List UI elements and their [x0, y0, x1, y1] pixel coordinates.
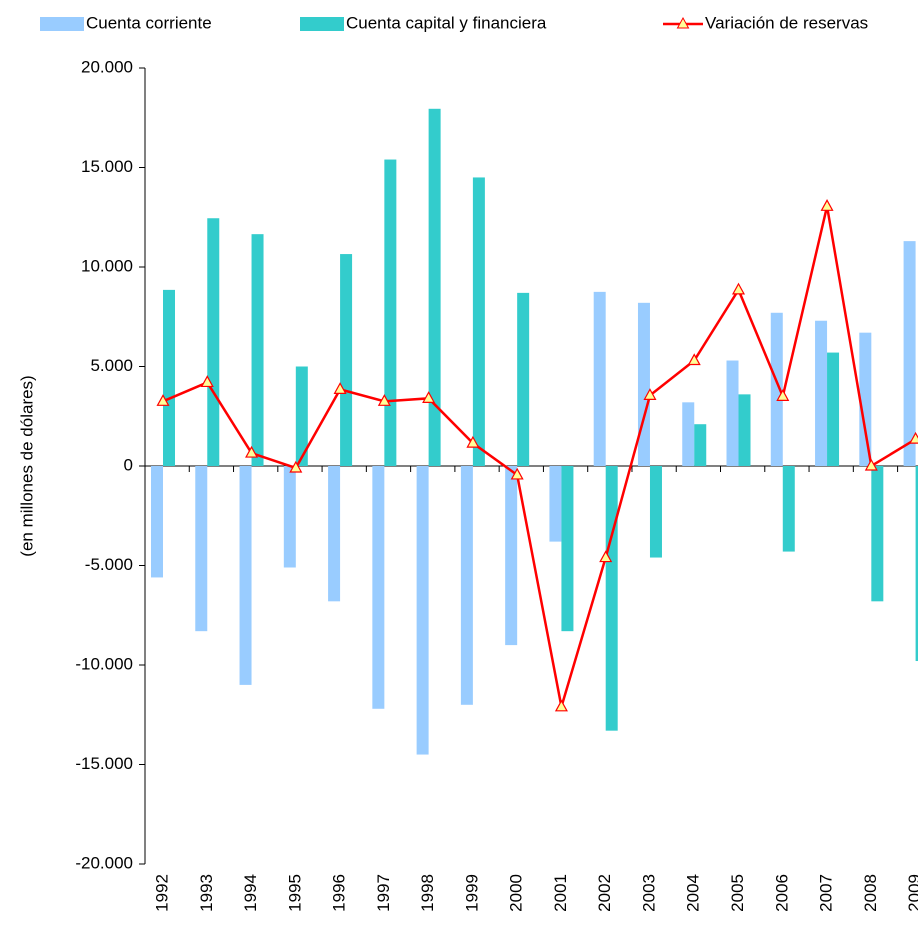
marker	[599, 550, 613, 563]
x-tick-label: 2000	[507, 874, 526, 912]
marker	[466, 435, 480, 448]
bar	[682, 402, 695, 466]
y-tick-label: 5.000	[90, 356, 133, 375]
legend-label: Cuenta capital y financiera	[346, 13, 547, 32]
x-tick-label: 2008	[861, 874, 880, 912]
bar	[637, 302, 650, 466]
marker	[510, 467, 524, 480]
bar	[827, 352, 840, 466]
marker	[554, 699, 568, 712]
marker	[156, 394, 170, 406]
marker	[377, 394, 391, 406]
y-tick-label: -5.000	[85, 555, 133, 574]
marker	[643, 388, 657, 400]
y-tick-label: 0	[124, 455, 133, 474]
x-tick-label: 1996	[330, 874, 349, 912]
y-axis-label: (en millones de dólares)	[17, 375, 36, 556]
x-tick-label: 2005	[728, 874, 747, 912]
bar	[505, 466, 518, 646]
bar	[295, 366, 308, 466]
x-tick-label: 1992	[152, 874, 171, 912]
bar	[460, 466, 473, 705]
bar	[915, 466, 918, 662]
y-tick-label: 15.000	[81, 157, 133, 176]
line	[162, 206, 917, 708]
x-tick-label: 2004	[684, 874, 703, 912]
bar	[239, 466, 252, 685]
bar	[738, 394, 751, 466]
bar	[903, 241, 916, 466]
bar	[151, 466, 163, 578]
x-tick-label: 1999	[462, 874, 481, 912]
bar	[340, 254, 353, 466]
x-tick-label: 2007	[817, 874, 836, 912]
bar	[517, 292, 530, 466]
x-tick-label: 2001	[551, 874, 570, 912]
bar	[593, 291, 606, 466]
bar	[195, 466, 208, 632]
bar	[416, 466, 429, 755]
bar	[384, 159, 397, 467]
legend-swatch	[40, 17, 84, 31]
marker	[820, 199, 834, 211]
bar	[859, 332, 872, 466]
y-tick-label: -10.000	[75, 654, 133, 673]
x-tick-label: 1998	[418, 874, 437, 912]
x-tick-label: 1994	[241, 874, 260, 912]
marker	[245, 445, 259, 458]
marker	[776, 389, 790, 401]
marker	[909, 431, 918, 444]
x-tick-label: 2002	[595, 874, 614, 912]
bar	[815, 320, 828, 466]
y-tick-label: 10.000	[81, 256, 133, 275]
bar	[207, 218, 220, 466]
bar	[372, 466, 385, 709]
legend-label: Cuenta corriente	[86, 13, 212, 32]
bar	[472, 177, 485, 466]
x-tick-label: 2006	[772, 874, 791, 912]
bar	[782, 466, 795, 552]
x-tick-label: 1997	[374, 874, 393, 912]
marker	[422, 391, 436, 403]
marker	[687, 353, 701, 366]
bar	[694, 424, 707, 466]
bar	[871, 466, 884, 602]
legend-label: Variación de reservas	[705, 13, 868, 32]
y-tick-label: 20.000	[81, 57, 133, 76]
marker	[200, 375, 214, 388]
x-tick-label: 1995	[285, 874, 304, 912]
legend-marker	[676, 16, 690, 29]
bar	[328, 466, 341, 602]
y-tick-label: -15.000	[75, 754, 133, 773]
marker	[864, 458, 878, 471]
bar	[428, 108, 441, 467]
bar	[163, 289, 175, 466]
y-tick-label: -20.000	[75, 853, 133, 872]
bar	[726, 360, 739, 466]
x-tick-label: 2003	[639, 874, 658, 912]
bar	[251, 234, 264, 466]
bar	[283, 466, 296, 568]
marker	[333, 382, 347, 394]
legend-swatch	[300, 17, 344, 31]
bar	[605, 466, 618, 731]
marker	[731, 282, 746, 295]
bar	[561, 466, 574, 632]
x-tick-label: 2009	[905, 874, 918, 912]
bar	[649, 466, 662, 558]
bar	[549, 466, 562, 542]
x-tick-label: 1993	[197, 874, 216, 912]
bar	[770, 312, 783, 466]
marker	[289, 460, 303, 473]
